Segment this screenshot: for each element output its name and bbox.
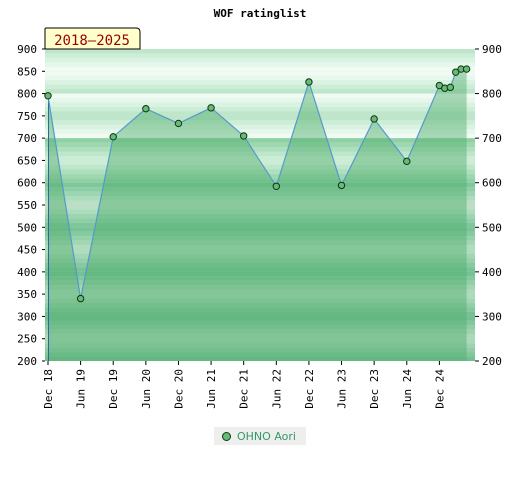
x-tick-label: Jun 23 bbox=[336, 369, 349, 409]
y-tick-label: 700 bbox=[17, 132, 37, 145]
data-point bbox=[462, 65, 471, 73]
x-tick-label: Dec 20 bbox=[172, 369, 185, 409]
y-tick-label: 550 bbox=[17, 199, 37, 212]
x-tick-label: Jun 21 bbox=[205, 369, 218, 409]
badge-text: 2018–2025 bbox=[54, 33, 130, 49]
x-tick-label: Dec 19 bbox=[107, 369, 120, 409]
date-range-badge: 2018–2025 bbox=[44, 27, 141, 50]
data-point bbox=[272, 182, 281, 190]
y-tick-label: 450 bbox=[17, 244, 37, 257]
y-tick-label: 500 bbox=[17, 221, 37, 234]
plot-background bbox=[45, 49, 475, 361]
data-point bbox=[239, 132, 248, 140]
y-axis-right: 200 300 400 500 600 700 800 900 bbox=[475, 43, 502, 368]
data-point bbox=[305, 78, 313, 86]
y-tick-label: 400 bbox=[17, 266, 37, 279]
x-tick-label: Jun 24 bbox=[401, 369, 414, 409]
x-tick-label: Dec 24 bbox=[433, 369, 446, 409]
y-tick-label-right: 900 bbox=[482, 43, 502, 56]
chart-title: WOF ratinglist bbox=[214, 7, 307, 20]
data-point bbox=[446, 83, 455, 92]
y-tick-label-right: 700 bbox=[482, 132, 502, 145]
y-tick-label: 900 bbox=[17, 43, 37, 56]
y-tick-label: 250 bbox=[17, 333, 37, 346]
series-points bbox=[44, 65, 471, 303]
y-tick-label-right: 400 bbox=[482, 266, 502, 279]
y-tick-label: 200 bbox=[17, 355, 37, 368]
y-tick-label-right: 200 bbox=[482, 355, 502, 368]
x-tick-label: Jun 22 bbox=[270, 369, 283, 409]
x-axis: Dec 18 Jun 19 Dec 19 Jun 20 Dec 20 Jun 21 Dec … bbox=[42, 95, 446, 409]
y-tick-label: 600 bbox=[17, 177, 37, 190]
data-point bbox=[109, 133, 117, 141]
y-tick-label-right: 800 bbox=[482, 88, 502, 101]
data-point bbox=[370, 115, 378, 123]
data-point bbox=[207, 104, 215, 112]
legend-marker bbox=[222, 431, 231, 441]
data-point bbox=[142, 105, 150, 113]
data-point bbox=[451, 68, 460, 76]
y-tick-label: 650 bbox=[17, 154, 37, 167]
y-tick-label: 300 bbox=[17, 310, 37, 323]
x-tick-label: Dec 23 bbox=[368, 369, 381, 409]
data-point bbox=[76, 294, 85, 303]
y-axis-left: 200 250 300 350 400 450 500 550 600 650 700 750 800 8… bbox=[17, 43, 45, 368]
x-tick-label: Dec 22 bbox=[303, 369, 316, 409]
legend: OHNO Aori bbox=[214, 427, 306, 445]
x-tick-label: Dec 18 bbox=[42, 369, 55, 409]
y-tick-label: 750 bbox=[17, 110, 37, 123]
y-tick-label-right: 300 bbox=[482, 310, 502, 323]
legend-label: OHNO Aori bbox=[237, 429, 296, 443]
data-point bbox=[337, 181, 346, 190]
y-tick-label-right: 600 bbox=[482, 177, 502, 190]
x-tick-label: Dec 21 bbox=[238, 369, 251, 409]
y-tick-label: 350 bbox=[17, 288, 37, 301]
x-tick-label: Jun 19 bbox=[75, 369, 88, 409]
x-tick-label: Jun 20 bbox=[140, 369, 153, 409]
y-tick-label: 850 bbox=[17, 65, 37, 78]
data-point bbox=[44, 92, 52, 100]
data-point bbox=[403, 157, 411, 166]
y-tick-label: 800 bbox=[17, 88, 37, 101]
series-area bbox=[48, 69, 467, 361]
data-point bbox=[174, 119, 183, 128]
y-tick-label-right: 500 bbox=[482, 221, 502, 234]
